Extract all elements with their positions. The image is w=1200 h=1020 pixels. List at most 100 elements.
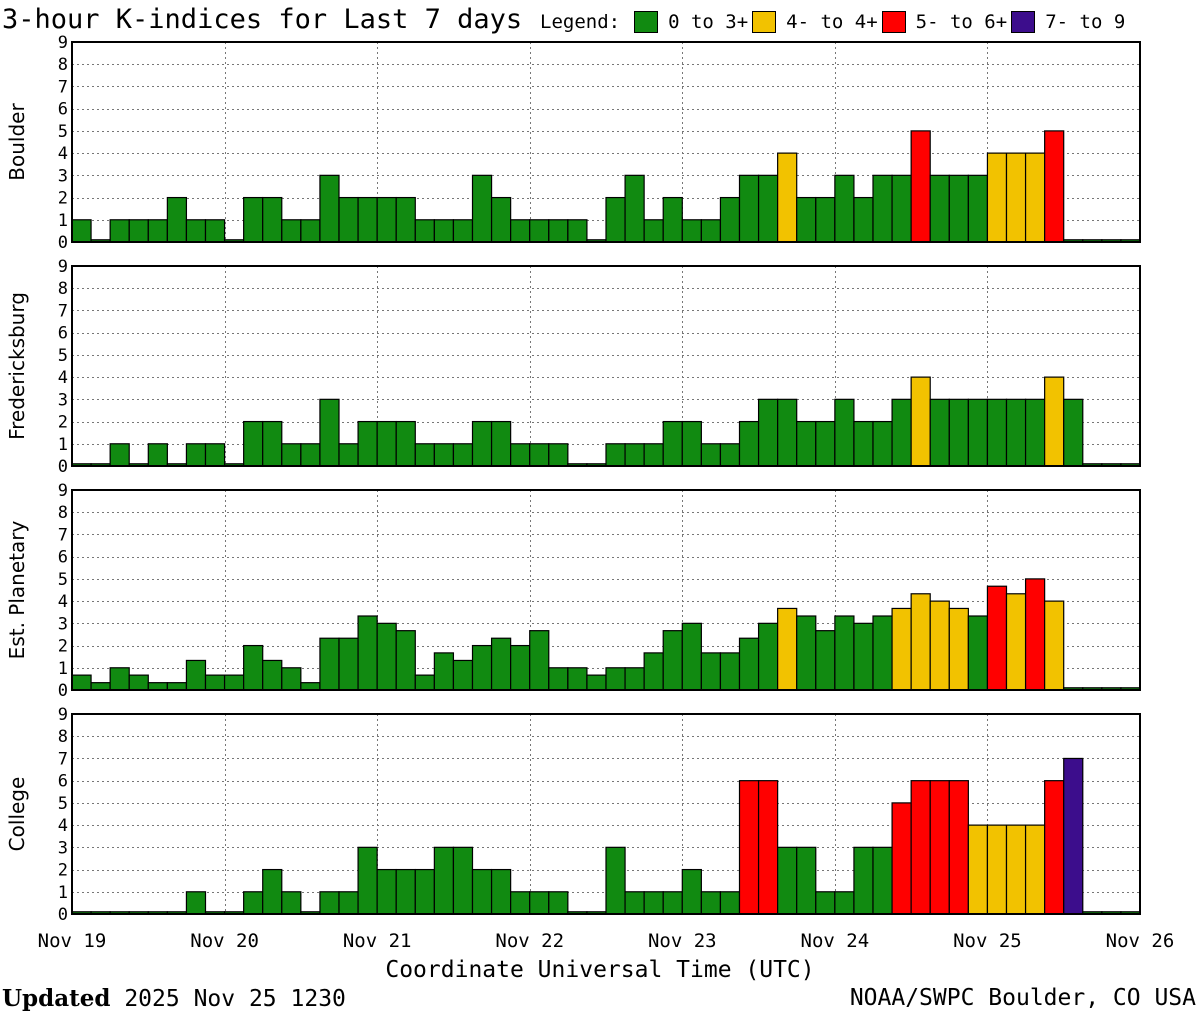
y-tick-label: 2 [58,413,68,433]
bar [1005,398,1027,467]
bar [223,674,245,691]
bar [796,615,817,691]
panel-frame [71,489,1141,691]
bar [548,891,569,915]
bar [681,868,702,915]
bar [719,196,741,243]
bar [624,667,645,691]
y-tick-label: 2 [58,861,68,881]
bar [834,398,855,467]
bar [1024,824,1046,915]
bar [872,420,893,467]
bar [872,846,893,915]
x-tick-label: Nov 24 [801,930,870,952]
bar [1005,152,1027,243]
bar [204,219,226,243]
bar [700,891,722,915]
bar [357,846,378,915]
bar [300,682,321,691]
bar [891,607,912,691]
y-tick-label: 4 [58,816,68,836]
bar [605,443,626,467]
x-axis-label: Coordinate Universal Time (UTC) [385,957,814,983]
y-tick-label: 0 [58,681,68,701]
bar [357,615,378,691]
bar [662,196,683,243]
bar [986,824,1008,915]
y-tick-label: 0 [58,905,68,925]
bar [643,443,664,467]
bar [452,443,474,467]
bar [319,891,340,915]
bar [815,196,836,243]
bar [414,219,435,243]
bar [872,174,893,243]
x-tick-label: Nov 26 [1106,930,1175,952]
legend-swatch-yellow [752,11,777,33]
y-tick-label: 2 [58,637,68,657]
bar [777,607,798,691]
legend-item-green: 0 to 3+ [634,11,748,33]
bar [777,398,798,467]
y-tick-label: 7 [58,301,68,321]
bar [319,637,340,691]
panel-frame [71,713,1141,915]
y-tick-label: 7 [58,749,68,769]
bar [948,174,969,243]
y-tick-label: 8 [58,279,68,299]
legend-text-yellow: 4- to 4+ [786,11,878,33]
legend-text-red: 5- to 6+ [915,11,1008,33]
bar [262,420,283,467]
bar [1063,398,1084,467]
x-tick-label: Nov 23 [648,930,717,952]
bar [929,600,950,691]
bar [967,174,989,243]
y-tick-label: 9 [58,705,68,725]
bar [376,868,397,915]
panel-label: Boulder [5,103,29,181]
bar [147,443,168,467]
bar [452,219,474,243]
bar [71,674,92,691]
y-tick-label: 3 [58,166,68,186]
y-tick-label: 1 [58,211,68,231]
bar [510,443,531,467]
bar [204,674,226,691]
y-tick-label: 3 [58,838,68,858]
bar [872,615,893,691]
bar [185,219,207,243]
bar [529,630,550,691]
bar [986,152,1008,243]
bar [548,219,569,243]
bar [910,130,931,243]
y-tick-label: 8 [58,727,68,747]
y-tick-label: 1 [58,659,68,679]
bar [853,420,874,467]
legend-text-green: 0 to 3+ [668,11,749,33]
bar [109,219,130,243]
bar [147,682,168,691]
bar [490,420,512,467]
y-tick-label: 2 [58,189,68,209]
bar [166,682,188,691]
bar [338,637,359,691]
bar [452,846,474,915]
bar [414,443,435,467]
bar [757,398,779,467]
bar [834,174,855,243]
bar [777,846,798,915]
bar [605,846,626,915]
y-tick-label: 9 [58,33,68,53]
bar [1024,398,1046,467]
bar [243,196,264,243]
bar [757,622,779,691]
bar [510,219,531,243]
bar [681,219,702,243]
bar [719,891,741,915]
updated-stamp: Updated 2025 Nov 25 1230 [2,985,346,1012]
bar [605,667,626,691]
bar [948,607,969,691]
bar [681,622,702,691]
bar [529,443,550,467]
